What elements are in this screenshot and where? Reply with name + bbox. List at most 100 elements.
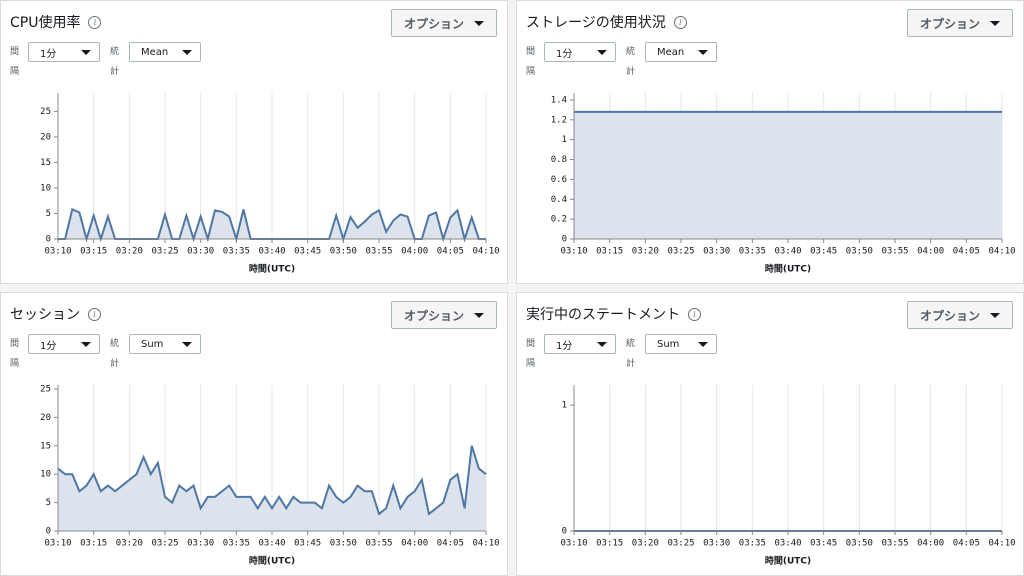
interval-value: 1分 xyxy=(40,340,57,352)
line xyxy=(57,445,487,516)
x-tick-label: 03:25 xyxy=(151,539,178,549)
y-tick-label: 10 xyxy=(40,470,51,480)
panel-title: セッション xyxy=(10,307,80,323)
panel-header: ストレージの使用状況 i xyxy=(526,12,687,32)
x-tick-label: 04:05 xyxy=(437,247,464,257)
area-fill xyxy=(58,445,486,531)
interval-select[interactable]: 1分 xyxy=(28,334,100,354)
panel-title: ストレージの使用状況 xyxy=(526,15,666,31)
x-axis-label: 時間(UTC) xyxy=(765,555,811,567)
y-tick-label: 0 xyxy=(562,527,567,537)
x-tick-label: 03:30 xyxy=(703,247,730,257)
stat-select[interactable]: Mean xyxy=(129,42,201,62)
chart: 03:10 03:15 03:20 03:25 03:30 03:35 03:40 03:45… xyxy=(40,93,500,275)
info-icon[interactable]: i xyxy=(88,307,101,321)
panel: 実行中のステートメント i オプション 間隔 1分 統計 Sum 03:10 03:15 03:2… xyxy=(516,292,1024,576)
y-tick-label: 25 xyxy=(40,107,51,117)
x-tick-label: 03:40 xyxy=(258,247,285,257)
y-tick-label: 15 xyxy=(40,441,51,451)
x-tick-label: 04:00 xyxy=(917,539,944,549)
interval-select[interactable]: 1分 xyxy=(28,42,100,62)
y-tick-label: 0 xyxy=(46,527,51,537)
x-tick-label: 04:05 xyxy=(437,539,464,549)
x-tick-label: 03:20 xyxy=(632,247,659,257)
x-tick-label: 03:45 xyxy=(294,539,321,549)
x-tick-label: 03:20 xyxy=(116,539,143,549)
y-tick-label: 1.2 xyxy=(551,115,567,125)
x-tick-label: 04:10 xyxy=(472,247,499,257)
x-tick-label: 03:35 xyxy=(223,539,250,549)
x-tick-label: 04:10 xyxy=(988,539,1015,549)
x-tick-label: 03:35 xyxy=(739,247,766,257)
options-button[interactable]: オプション xyxy=(907,301,1013,329)
x-tick-label: 03:50 xyxy=(330,247,357,257)
y-tick-label: 1 xyxy=(562,401,567,411)
interval-value: 1分 xyxy=(556,48,573,60)
panel-header: CPU使用率 i xyxy=(10,12,102,32)
stat-label: 統計 xyxy=(110,339,120,369)
x-tick-label: 03:10 xyxy=(44,539,71,549)
x-tick-label: 03:35 xyxy=(739,539,766,549)
x-tick-label: 03:10 xyxy=(560,539,587,549)
options-button[interactable]: オプション xyxy=(391,301,497,329)
y-tick-label: 20 xyxy=(40,413,51,423)
x-tick-label: 03:50 xyxy=(846,539,873,549)
x-tick-label: 04:00 xyxy=(401,247,428,257)
panel-title: 実行中のステートメント xyxy=(526,307,680,323)
x-tick-label: 04:05 xyxy=(953,539,980,549)
x-axis-label: 時間(UTC) xyxy=(765,263,811,275)
x-tick-label: 03:10 xyxy=(44,247,71,257)
x-tick-label: 03:50 xyxy=(846,247,873,257)
options-button[interactable]: オプション xyxy=(391,9,497,37)
interval-label: 間隔 xyxy=(526,47,536,77)
info-icon[interactable]: i xyxy=(673,15,687,29)
y-tick-label: 0.8 xyxy=(551,155,567,165)
x-tick-label: 03:30 xyxy=(187,247,214,257)
info-icon[interactable]: i xyxy=(688,307,701,321)
stat-select[interactable]: Sum xyxy=(129,334,201,354)
x-tick-label: 03:45 xyxy=(810,539,837,549)
x-tick-label: 04:00 xyxy=(917,247,944,257)
x-tick-label: 04:00 xyxy=(401,539,428,549)
interval-value: 1分 xyxy=(40,48,57,60)
stat-select[interactable]: Sum xyxy=(645,334,717,354)
stat-value: Sum xyxy=(141,338,164,350)
info-icon[interactable]: i xyxy=(88,15,102,29)
x-tick-label: 03:25 xyxy=(667,539,694,549)
panel-title: CPU使用率 xyxy=(10,15,81,31)
interval-label: 間隔 xyxy=(526,339,536,369)
x-tick-label: 03:50 xyxy=(330,539,357,549)
x-tick-label: 03:55 xyxy=(365,247,392,257)
y-tick-label: 20 xyxy=(40,132,51,142)
x-tick-label: 03:15 xyxy=(80,539,107,549)
x-tick-label: 03:35 xyxy=(223,247,250,257)
x-tick-label: 04:10 xyxy=(472,539,499,549)
chart: 03:10 03:15 03:20 03:25 03:30 03:35 03:40 03:45… xyxy=(560,385,1016,567)
x-tick-label: 03:10 xyxy=(560,247,587,257)
interval-value: 1分 xyxy=(556,340,573,352)
stat-label: 統計 xyxy=(626,339,636,369)
x-tick-label: 03:55 xyxy=(881,247,908,257)
y-tick-label: 0.6 xyxy=(551,175,567,185)
interval-label: 間隔 xyxy=(10,339,20,369)
interval-select[interactable]: 1分 xyxy=(544,334,616,354)
y-tick-label: 15 xyxy=(40,158,51,168)
x-tick-label: 03:30 xyxy=(187,539,214,549)
stat-select[interactable]: Mean xyxy=(645,42,717,62)
stat-value: Mean xyxy=(657,46,685,58)
x-axis-label: 時間(UTC) xyxy=(249,263,295,275)
x-axis-label: 時間(UTC) xyxy=(249,555,295,567)
interval-select[interactable]: 1分 xyxy=(544,42,616,62)
panel: セッション i オプション間隔 1分 統計 Sum 03:10 03:15 03:20 03:25… xyxy=(0,292,508,576)
y-tick-label: 25 xyxy=(40,384,51,394)
y-tick-label: 0 xyxy=(46,235,51,245)
y-tick-label: 0 xyxy=(562,235,567,245)
x-tick-label: 03:40 xyxy=(774,247,801,257)
x-tick-label: 04:05 xyxy=(953,247,980,257)
stat-value: Sum xyxy=(657,338,680,350)
y-tick-label: 1 xyxy=(562,135,567,145)
chart: 03:10 03:15 03:20 03:25 03:30 03:35 03:40 03:45… xyxy=(40,384,499,567)
options-button[interactable]: オプション xyxy=(907,9,1013,37)
x-tick-label: 03:55 xyxy=(881,539,908,549)
